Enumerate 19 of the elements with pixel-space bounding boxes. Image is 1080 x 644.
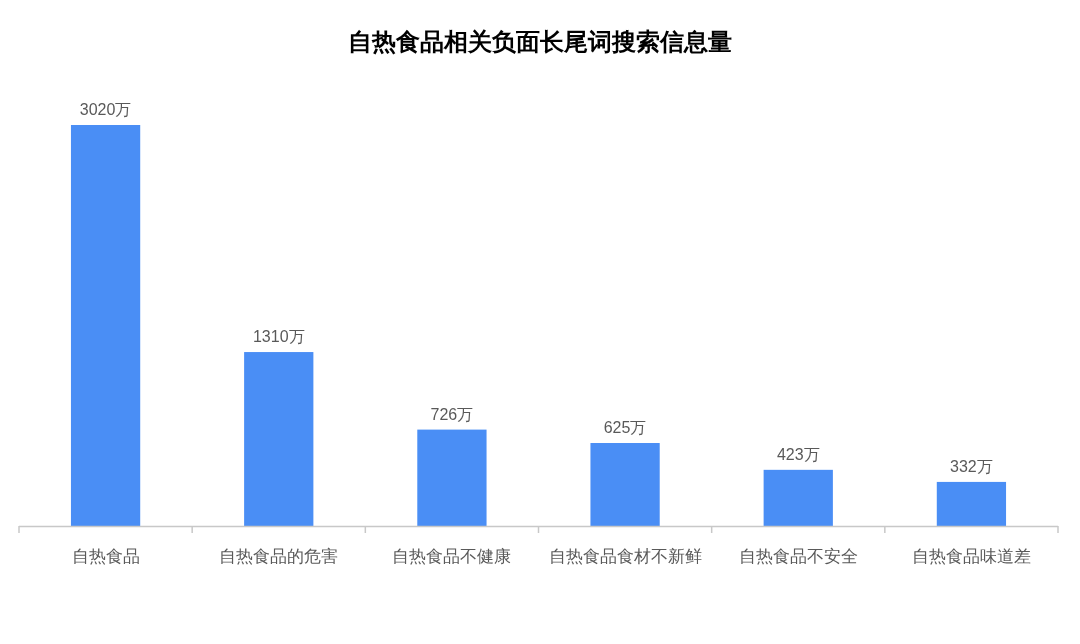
bar: [763, 469, 833, 526]
data-label: 1310万: [252, 328, 305, 346]
data-label: 423万: [776, 445, 820, 463]
bar: [417, 429, 487, 526]
bar: [590, 443, 660, 526]
data-label: 726万: [430, 405, 474, 423]
data-label: 625万: [603, 419, 647, 437]
x-tick-label: 自热食品不安全: [738, 547, 858, 566]
x-tick-label: 自热食品的危害: [219, 547, 339, 566]
x-tick-label: 自热食品味道差: [911, 547, 1031, 566]
bar: [70, 125, 141, 526]
x-tick-label: 自热食品: [71, 547, 140, 566]
data-label: 3020万: [79, 101, 132, 118]
x-tick-label: 自热食品不健康: [392, 547, 512, 566]
bar: [936, 481, 1007, 526]
data-label: 332万: [950, 457, 993, 475]
bar: [244, 352, 314, 526]
chart-title: 自热食品相关负面长尾词搜索信息量: [348, 28, 732, 55]
x-tick-label: 自热食品食材不新鲜: [548, 547, 702, 566]
